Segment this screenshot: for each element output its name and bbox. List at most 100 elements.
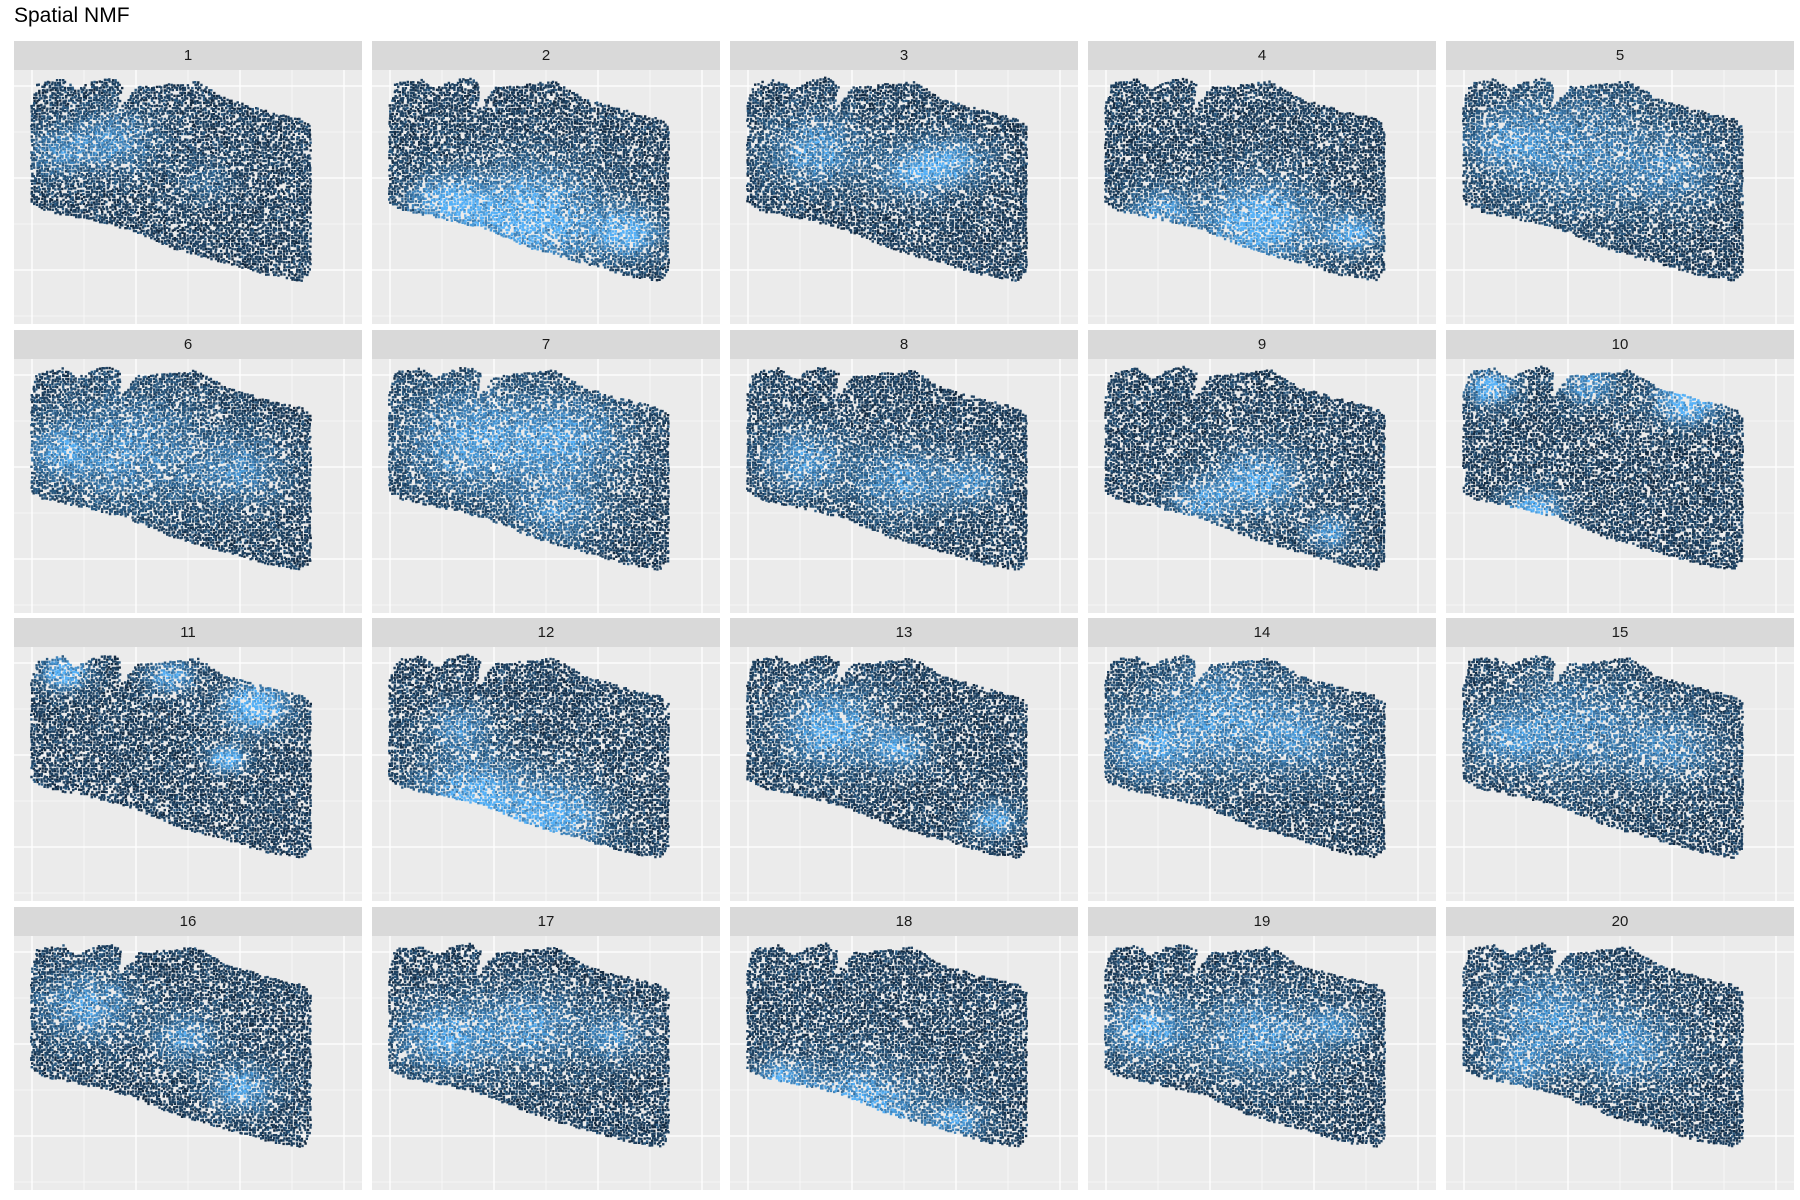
- spot-group-level-3: [30, 390, 293, 508]
- spot-group-level-2: [1462, 947, 1744, 1139]
- spot-group-level-5: [59, 988, 263, 1103]
- spot-group-level-2: [746, 83, 1028, 282]
- facet-panel: [1088, 358, 1436, 613]
- facet-strip-label: 6: [14, 329, 362, 359]
- spot-group-level-4: [1106, 1001, 1354, 1069]
- facet-strip-label: 12: [372, 618, 720, 647]
- spot-group-level-2: [746, 946, 1028, 1144]
- spot-group-level-1: [1462, 942, 1744, 1147]
- facet-4: 4: [1088, 41, 1436, 324]
- facet-panel: [14, 70, 362, 324]
- spot-group-level-0: [1106, 660, 1386, 859]
- facet-strip-label: 17: [372, 906, 720, 936]
- spot-group-level-2: [1104, 944, 1386, 1142]
- spot-group-level-6: [78, 995, 258, 1098]
- spot-group-level-6: [446, 730, 584, 832]
- spot-group-level-4: [1470, 369, 1713, 515]
- spot-group-level-5: [1491, 707, 1696, 765]
- facet-panel: [1446, 647, 1794, 901]
- spot-group-level-2: [388, 946, 670, 1145]
- spot-group-level-4: [1137, 182, 1378, 256]
- spot-group-level-1: [30, 655, 312, 858]
- spot-group-level-5: [791, 127, 973, 188]
- spot-group-level-2: [1104, 654, 1386, 851]
- facet-panel: [1446, 935, 1794, 1190]
- facet-panel: [14, 647, 362, 901]
- facet-2: 2: [372, 41, 720, 324]
- spot-group-level-5: [417, 176, 649, 256]
- facet-1: 1: [14, 41, 362, 324]
- spot-group-level-6: [1199, 471, 1336, 538]
- spot-group-level-2: [746, 656, 1028, 852]
- spot-group-level-4: [1481, 688, 1705, 770]
- spot-group-level-4: [404, 999, 633, 1067]
- spot-group-level-1: [746, 77, 1028, 282]
- spot-group-level-4: [1174, 452, 1344, 545]
- spot-group-level-3: [32, 107, 221, 196]
- spot-group-level-0: [746, 76, 1028, 281]
- spot-group-level-0: [1104, 77, 1386, 277]
- spot-group-level-2: [388, 79, 670, 277]
- spot-group-level-5: [1140, 193, 1373, 256]
- spot-group-level-4: [1494, 980, 1666, 1085]
- spot-group-level-0: [30, 655, 312, 859]
- spot-group-level-4: [785, 125, 983, 194]
- facet-panel: [14, 935, 362, 1190]
- facet-3: 3: [730, 41, 1078, 324]
- spot-group-level-1: [1104, 943, 1386, 1147]
- facet-strip-label: 11: [14, 618, 362, 647]
- facet-strip-label: 18: [730, 906, 1078, 936]
- spot-group-level-1: [746, 655, 1028, 859]
- spot-group-level-1: [1104, 655, 1386, 856]
- spot-group-level-3: [33, 965, 273, 1113]
- chart-title: Spatial NMF: [14, 4, 130, 27]
- facet-panel: [730, 935, 1078, 1190]
- spot-group-level-0: [388, 655, 670, 856]
- facet-strip-label: 16: [14, 906, 362, 936]
- facet-strip-label: 1: [14, 41, 362, 70]
- spot-group-level-3: [34, 657, 298, 776]
- spot-group-level-3: [1482, 967, 1686, 1088]
- spot-group-level-3: [1462, 369, 1726, 521]
- facet-strip-label: 2: [372, 41, 720, 70]
- spot-group-level-4: [407, 169, 659, 258]
- spot-group-level-0: [1462, 944, 1744, 1144]
- facet-15: 15: [1446, 618, 1794, 901]
- spot-group-level-3: [394, 381, 639, 545]
- spot-group-level-3: [760, 426, 1002, 520]
- facet-panel: [14, 358, 362, 613]
- spot-group-level-1: [1462, 365, 1744, 569]
- spot-group-level-3: [388, 985, 646, 1076]
- spot-group-level-2: [1104, 367, 1386, 566]
- facet-panel: [1088, 647, 1436, 901]
- facet-7: 7: [372, 329, 720, 613]
- spot-group-level-0: [1462, 657, 1744, 859]
- spot-group-level-1: [388, 366, 670, 571]
- facet-panel: [730, 70, 1078, 324]
- facet-16: 16: [14, 906, 362, 1190]
- facet-18: 18: [730, 906, 1078, 1190]
- facet-strip-label: 5: [1446, 41, 1794, 70]
- spot-group-level-1: [388, 942, 670, 1147]
- spot-group-level-5: [412, 1003, 623, 1059]
- facet-20: 20: [1446, 906, 1794, 1190]
- spot-group-level-1: [30, 366, 313, 570]
- spot-group-level-5: [1122, 1006, 1346, 1061]
- facet-19: 19: [1088, 906, 1436, 1190]
- spot-group-level-6: [48, 439, 133, 462]
- facet-strip-label: 14: [1088, 618, 1436, 647]
- spot-group-level-2: [30, 78, 312, 276]
- spot-group-level-2: [746, 370, 1028, 568]
- facet-strip-label: 3: [730, 41, 1078, 70]
- spot-group-level-0: [1462, 366, 1744, 569]
- spot-group-level-3: [1104, 986, 1367, 1081]
- spot-group-level-2: [388, 657, 670, 855]
- spot-group-level-5: [1482, 119, 1695, 188]
- spot-group-level-5: [796, 701, 1009, 832]
- spot-group-level-5: [1122, 687, 1321, 763]
- facet-11: 11: [14, 618, 362, 901]
- spot-group-level-6: [798, 137, 965, 183]
- facet-strip-label: 7: [372, 329, 720, 359]
- spot-group-level-6: [1154, 195, 1367, 246]
- facet-10: 10: [1446, 329, 1794, 613]
